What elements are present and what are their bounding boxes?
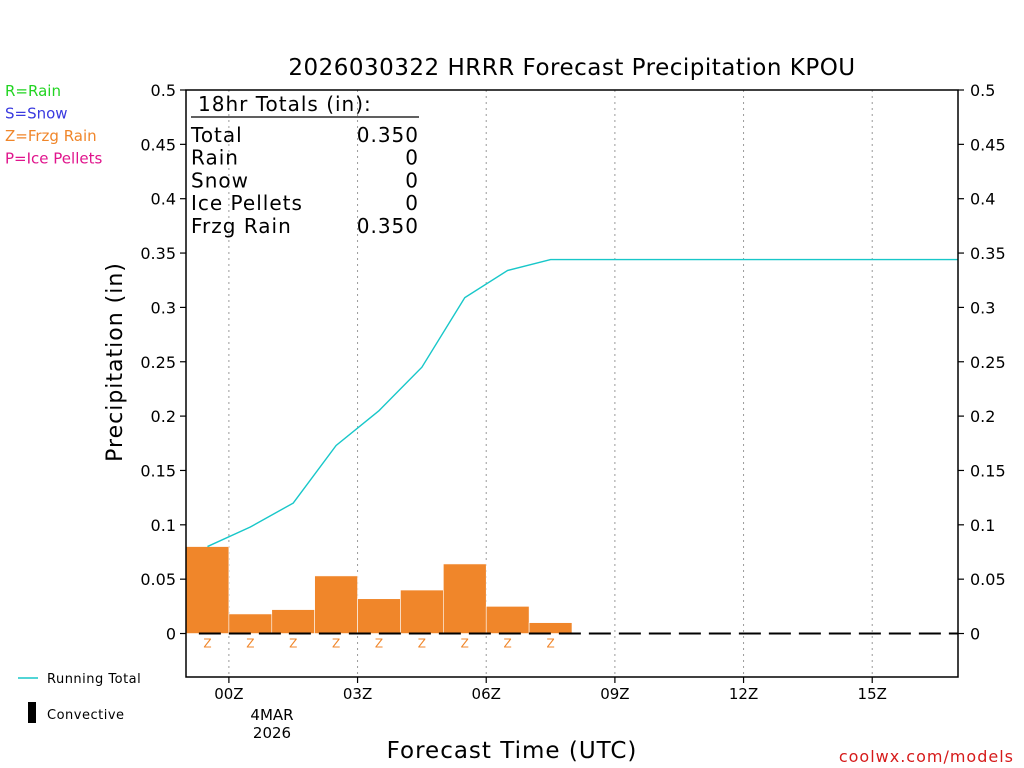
x-axis: 00Z 03Z 06Z 09Z 12Z 15Z	[214, 677, 887, 703]
y-tick-label-right-7: 0.35	[970, 244, 1006, 263]
y-tick-label-left-9: 0.45	[140, 135, 176, 154]
totals-row-label-1: Rain	[191, 146, 239, 170]
y-tick-label-left-0: 0	[166, 625, 176, 644]
y-tick-label-right-9: 0.45	[970, 135, 1006, 154]
type-legend-item-3: P=Ice Pellets	[5, 150, 102, 168]
legend-running-total-label: Running Total	[47, 672, 141, 687]
y-tick-label-left-7: 0.35	[140, 244, 176, 263]
type-code-4: Z	[375, 637, 383, 651]
legend-convective-swatch	[28, 702, 36, 723]
y-tick-label-right-8: 0.4	[970, 190, 995, 209]
x-tick-label-03Z: 03Z	[343, 685, 372, 703]
credit-text: coolwx.com/models	[839, 747, 1014, 766]
precip-type-legend: R=Rain S=Snow Z=Frzg Rain P=Ice Pellets	[5, 82, 102, 168]
bar-hour-4	[400, 589, 444, 634]
x-tick-label-06Z: 06Z	[472, 685, 501, 703]
y-tick-label-right-4: 0.2	[970, 407, 995, 426]
y-axis-label: Precipitation (in)	[103, 262, 128, 462]
bar-hour-2	[314, 575, 358, 634]
type-legend-item-1: S=Snow	[5, 105, 68, 123]
y-tick-label-left-6: 0.3	[151, 298, 176, 317]
y-tick-label-left-1: 0.05	[140, 570, 176, 589]
type-code-5: Z	[418, 637, 426, 651]
bar-hour-1	[271, 609, 315, 634]
x-gridlines	[228, 90, 873, 677]
y-tick-label-right-3: 0.15	[970, 461, 1006, 480]
y-axis-right: 0 0.05 0.1 0.15 0.2 0.25 0.3 0.35 0.4 0.45 0.5	[958, 81, 1006, 644]
x-axis-label: Forecast Time (UTC)	[387, 738, 638, 764]
bar-hour-5	[443, 563, 487, 634]
bar-hour-6	[485, 606, 530, 634]
legend-convective-label: Convective	[47, 708, 125, 723]
totals-row-value-2: 0	[405, 168, 419, 192]
type-code-0: Z	[203, 637, 211, 651]
y-tick-label-right-0: 0	[970, 625, 980, 644]
y-tick-label-right-2: 0.1	[970, 516, 995, 535]
x-tick-label-00Z: 00Z	[214, 685, 243, 703]
totals-heading: 18hr Totals (in):	[198, 92, 372, 116]
type-code-6: Z	[461, 637, 469, 651]
x-tick-label-12Z: 12Z	[729, 685, 758, 703]
y-tick-label-left-3: 0.15	[140, 461, 176, 480]
bar-hour-3	[357, 598, 401, 634]
bar-hour--1	[185, 546, 230, 634]
bar-hour-0	[228, 613, 273, 634]
totals-row-value-1: 0	[405, 146, 419, 170]
totals-row-value-3: 0	[405, 191, 419, 215]
bar-series	[185, 546, 573, 634]
y-tick-label-left-8: 0.4	[151, 190, 176, 209]
type-code-7: Z	[504, 637, 512, 651]
y-tick-label-right-10: 0.5	[970, 81, 995, 100]
type-code-3: Z	[332, 637, 340, 651]
type-code-8: Z	[546, 637, 554, 651]
totals-row-value-4: 0.350	[357, 214, 419, 238]
bar-hour-7	[528, 622, 573, 634]
totals-box: 18hr Totals (in): Total 0.350 Rain 0 Snow 0 Ic…	[190, 92, 419, 238]
y-axis-left: 0 0.05 0.1 0.15 0.2 0.25 0.3 0.35 0.4 0.45 0.5	[140, 81, 186, 644]
totals-row-label-4: Frzg Rain	[191, 214, 292, 238]
running-total-line	[207, 258, 958, 548]
date-label-day: 4MAR	[250, 706, 293, 724]
totals-row-label-2: Snow	[191, 168, 249, 192]
type-legend-item-2: Z=Frzg Rain	[5, 127, 97, 145]
totals-row-value-0: 0.350	[357, 123, 419, 147]
y-tick-label-right-1: 0.05	[970, 570, 1006, 589]
plot-frame	[185, 89, 959, 678]
y-tick-label-left-4: 0.2	[151, 407, 176, 426]
totals-rows: Total 0.350 Rain 0 Snow 0 Ice Pellets 0 Frzg Rai…	[190, 123, 419, 238]
y-tick-label-left-10: 0.5	[151, 81, 176, 100]
y-tick-label-left-2: 0.1	[151, 516, 176, 535]
date-label-year: 2026	[253, 724, 291, 742]
type-legend-item-0: R=Rain	[5, 82, 61, 100]
y-tick-label-left-5: 0.25	[140, 353, 176, 372]
type-code-2: Z	[289, 637, 297, 651]
y-tick-label-right-5: 0.25	[970, 353, 1006, 372]
y-tick-label-right-6: 0.3	[970, 298, 995, 317]
series-legend: Running Total Convective	[18, 672, 141, 723]
chart-title: 2026030322 HRRR Forecast Precipitation K…	[288, 55, 855, 81]
x-tick-label-15Z: 15Z	[858, 685, 887, 703]
totals-row-label-3: Ice Pellets	[191, 191, 303, 215]
x-tick-label-09Z: 09Z	[600, 685, 629, 703]
totals-row-label-0: Total	[190, 123, 243, 147]
type-code-1: Z	[246, 637, 254, 651]
